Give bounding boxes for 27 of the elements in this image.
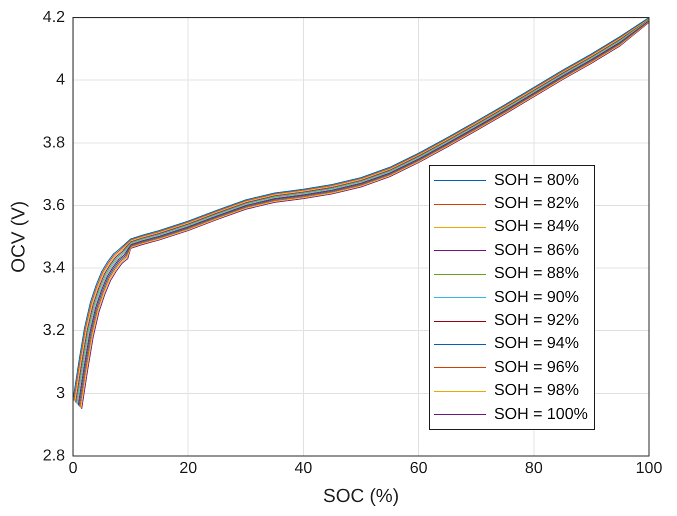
y-axis-title: OCV (V)	[8, 200, 30, 273]
y-tick-label: 2.8	[42, 447, 66, 464]
x-tick-label: 80	[524, 460, 543, 478]
x-tick-label: 100	[636, 460, 662, 478]
x-tick-label: 0	[68, 460, 78, 478]
x-axis-title: SOC (%)	[323, 486, 400, 507]
legend-label: SOH = 96%	[494, 358, 579, 377]
y-tick-label: 3.4	[42, 260, 66, 277]
legend-label: SOH = 86%	[494, 242, 579, 260]
legend-label: SOH = 94%	[494, 335, 579, 354]
y-tick-label: 4.2	[42, 9, 66, 26]
legend-label: SOH = 84%	[494, 218, 579, 236]
legend-label: SOH = 90%	[494, 288, 579, 307]
y-tick-label: 3	[56, 384, 66, 402]
x-tick-label: 40	[294, 460, 312, 478]
y-tick-label: 3.8	[42, 134, 66, 152]
x-tick-label: 60	[410, 460, 428, 478]
legend-label: SOH = 88%	[494, 265, 579, 284]
legend-label: SOH = 82%	[494, 195, 579, 214]
y-tick-label: 3.2	[42, 322, 66, 340]
x-tick-label: 20	[179, 460, 198, 478]
legend-label: SOH = 100%	[494, 406, 588, 424]
y-tick-label: 4	[56, 72, 66, 89]
legend-label: SOH = 92%	[494, 312, 579, 330]
y-tick-label: 3.6	[42, 196, 66, 214]
legend-label: SOH = 98%	[494, 382, 579, 400]
legend-label: SOH = 80%	[494, 172, 579, 190]
